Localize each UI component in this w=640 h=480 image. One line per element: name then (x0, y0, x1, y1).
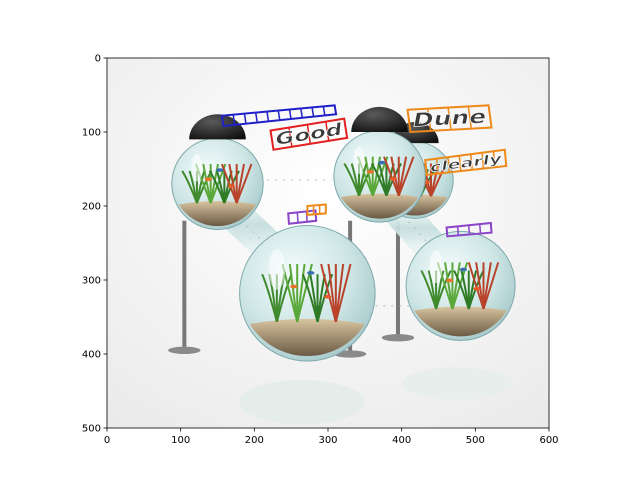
glass-highlight (268, 249, 286, 290)
bowl-gravel (340, 193, 419, 219)
annotation-char-divider (481, 152, 485, 169)
y-tick-label: 400 (82, 350, 101, 361)
annotation-box (269, 117, 349, 151)
fish (227, 184, 235, 188)
annotation-0: Dune (406, 104, 493, 134)
annotation-char-divider (277, 110, 281, 121)
y-tick-label: 200 (82, 202, 101, 213)
fish (366, 169, 375, 174)
reflection-center (239, 380, 365, 425)
y-tick-label: 300 (82, 276, 101, 287)
fish (290, 284, 298, 289)
fish (307, 271, 315, 275)
fish (446, 278, 454, 283)
annotation-char-divider (322, 106, 326, 116)
annotation-char-divider (435, 158, 439, 174)
x-tick-label: 300 (318, 435, 337, 446)
aquatic-plant-leaf (397, 156, 415, 197)
annotation-char-divider (288, 127, 293, 147)
bowl-gravel (178, 201, 257, 227)
x-axis: 0 100 200 300 400 500 600 (104, 428, 559, 446)
y-axis: 0 100 200 300 400 500 (82, 54, 107, 435)
annotation-box (424, 148, 508, 177)
annotation-char-divider (492, 151, 496, 168)
annotation-char-divider (456, 226, 460, 236)
x-tick-label: 500 (466, 435, 485, 446)
fish (216, 168, 224, 172)
fish (378, 160, 386, 165)
annotation-box (406, 104, 493, 134)
aquatic-plant-leaf (334, 263, 352, 323)
annotation-char-divider (311, 107, 315, 117)
annotation-char-divider (254, 112, 258, 123)
stand-base (381, 334, 415, 342)
fish (389, 176, 397, 181)
annotation-char-divider (288, 109, 292, 120)
annotation-word: Dune (412, 106, 486, 132)
annotation-char-divider (467, 106, 473, 129)
x-tick-label: 200 (245, 435, 264, 446)
annotation-char-divider (469, 154, 473, 170)
annotation-char-divider (467, 225, 471, 235)
reflection-right (401, 367, 513, 400)
aquatic-plant-leaf (296, 263, 313, 323)
aquatic-plant-leaf (430, 163, 447, 197)
x-tick-label: 600 (539, 435, 558, 446)
bowl-front-right (405, 230, 516, 341)
annotation-char-divider (243, 113, 247, 124)
x-tick-label: 100 (171, 435, 190, 446)
annotation-char-divider (447, 107, 452, 130)
bowl-black-cap (351, 106, 408, 132)
aquatic-plant-leaf (235, 163, 253, 204)
aquarium-image (168, 106, 516, 425)
annotation-char-divider (427, 108, 432, 131)
annotation-char-divider (232, 114, 236, 126)
stand-left (168, 220, 201, 354)
fish (473, 286, 481, 291)
bowl-top-left (171, 114, 264, 230)
annotation-box (220, 104, 338, 128)
x-tick-label: 400 (392, 435, 411, 446)
aquatic-plant-leaf (316, 273, 334, 323)
bowl-top-center (333, 106, 426, 223)
annotation-5 (306, 203, 327, 216)
bowl-gravel (414, 306, 507, 337)
annotation-6 (445, 221, 493, 238)
annotation-char-divider (306, 124, 312, 144)
glass-highlight (191, 154, 203, 182)
annotation-char-divider (266, 111, 270, 122)
annotation-char-divider (458, 155, 462, 172)
bowl-front-center (239, 225, 376, 362)
aquatic-plant-leaf (209, 163, 227, 204)
annotation-char-divider (300, 108, 304, 118)
bowl-black-cap (189, 114, 246, 140)
glass-highlight (429, 250, 443, 284)
bowl-gravel (249, 318, 365, 357)
y-tick-label: 500 (82, 424, 101, 435)
y-tick-label: 100 (82, 128, 101, 139)
fish (324, 294, 332, 299)
aquatic-plant-leaf (482, 262, 500, 310)
stand-base (168, 346, 201, 354)
annotation-char-divider (447, 157, 451, 173)
aquatic-plant-leaf (371, 156, 389, 197)
fish (204, 177, 213, 182)
glass-highlight (353, 146, 365, 175)
annotation-char-divider (325, 121, 330, 141)
annotation-3 (220, 104, 338, 128)
annotation-box (445, 221, 493, 238)
annotation-char-divider (296, 212, 299, 223)
fish (459, 267, 468, 272)
y-tick-label: 0 (95, 54, 101, 65)
annotation-char-divider (479, 224, 482, 234)
x-tick-label: 0 (104, 435, 110, 446)
